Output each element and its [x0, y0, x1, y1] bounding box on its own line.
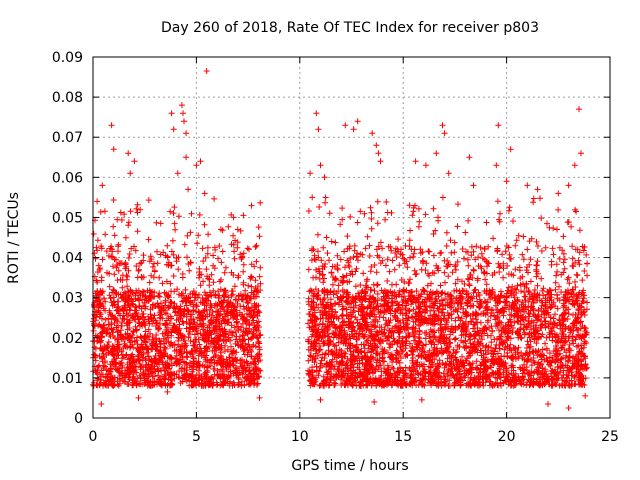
ticks-layer: [92, 56, 611, 419]
y-tick-label: 0.01: [52, 371, 83, 387]
y-axis-label: ROTI / TECUs: [6, 192, 22, 284]
y-tick-label: 0: [74, 411, 83, 427]
x-tick-label: 20: [498, 429, 516, 445]
y-tick-label: 0.05: [52, 210, 83, 226]
tick-labels-layer: 0 0.01 0.02 0.03 0.04 0.05 0.06 0.07 0.08 0.09 0 5 1…: [52, 50, 619, 445]
y-tick-label: 0.03: [52, 291, 83, 307]
chart-title: Day 260 of 2018, Rate Of TEC Index for r…: [161, 20, 539, 36]
x-tick-label: 5: [192, 429, 201, 445]
y-tick-label: 0.08: [52, 90, 83, 106]
plot-frame: [92, 56, 611, 419]
x-tick-label: 0: [89, 429, 98, 445]
y-tick-label: 0.07: [52, 130, 83, 146]
x-axis-label: GPS time / hours: [291, 458, 408, 474]
y-tick-label: 0.06: [52, 170, 83, 186]
y-tick-label: 0.02: [52, 331, 83, 347]
data-points: [90, 68, 591, 411]
x-tick-label: 25: [601, 429, 619, 445]
x-tick-label: 15: [394, 429, 412, 445]
y-tick-label: 0.04: [52, 251, 83, 267]
x-tick-label: 10: [291, 429, 309, 445]
data-points-layer: [90, 68, 591, 411]
y-tick-label: 0.09: [52, 50, 83, 66]
